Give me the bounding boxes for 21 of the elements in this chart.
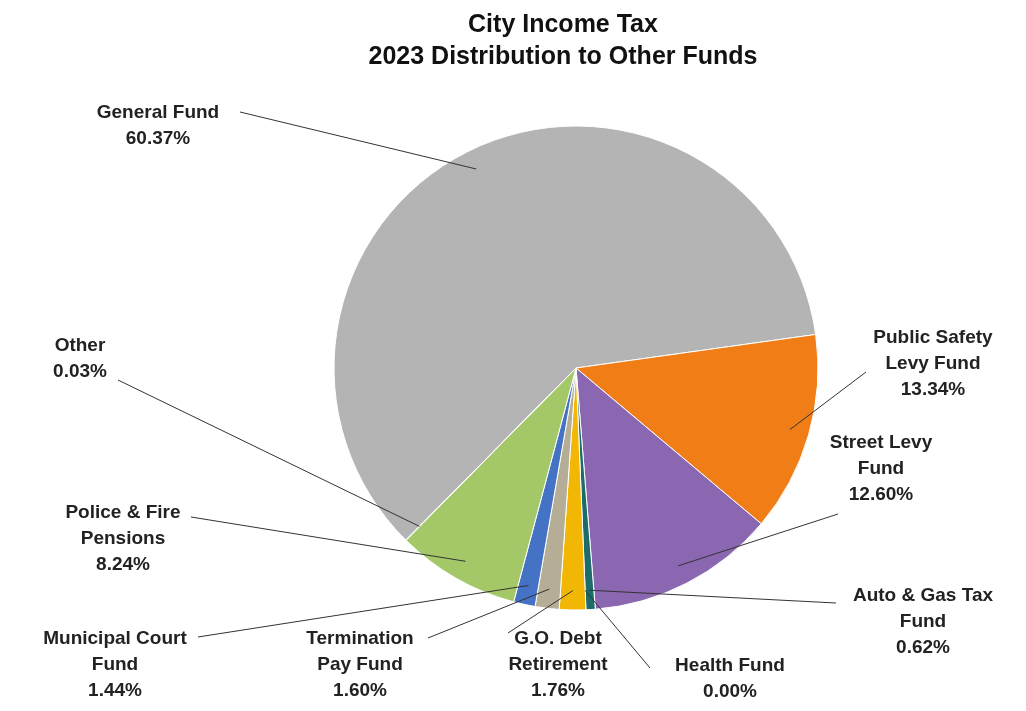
slice-label: General Fund [96,101,220,122]
data-label: 1.44% [88,679,143,700]
text: 0.00% [703,680,757,701]
slice-label: Police & Fire Pensions [65,501,181,548]
slice-label: G.O. Debt Retirement [508,627,609,674]
data-label: 1.60% [333,679,388,700]
slice-label: Municipal Court Fund [43,627,188,674]
slice-label: Street Levy Fund [829,431,933,478]
data-label: 1.76% [531,679,586,700]
slice-label: Other [54,334,106,355]
data-label: 0.62% [896,636,951,657]
slice-label: Auto & Gas Tax Fund [852,584,994,631]
data-label: 60.37% [125,127,191,148]
slice-label: Public Safety Levy Fund [873,326,994,373]
data-label: 12.60% [848,483,914,504]
chart-title: City Income Tax 2023 Distribution to Other Funds [368,9,758,69]
data-label: 0.03% [53,360,108,381]
slice-label: Termination Pay Fund [306,627,414,674]
data-label: 8.24% [96,553,151,574]
category-label: Health Fund [675,654,785,675]
data-label: 13.34% [900,378,966,399]
